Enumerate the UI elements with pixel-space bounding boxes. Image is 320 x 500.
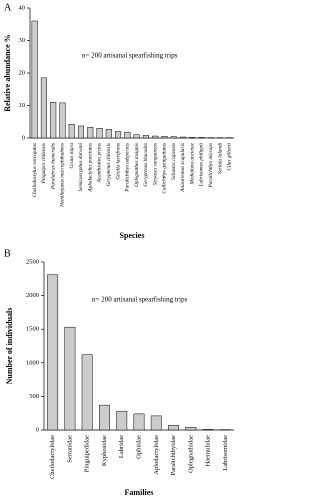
figure: An= 200 artisanal spearfishing trips Rela…	[3, 2, 234, 497]
x-tick-label: Hemilutjanus macrophthalmos	[60, 143, 66, 208]
x-tick-label: Oplegnathidae	[187, 435, 194, 473]
x-tick-label: Callichthys geniguttatus	[162, 143, 168, 194]
bar	[50, 102, 57, 139]
bar	[189, 137, 196, 139]
bar	[68, 124, 75, 139]
x-tick-label: Labridae	[118, 435, 125, 458]
bar	[150, 415, 162, 431]
x-tick-label: Paralichthyidae	[170, 435, 177, 476]
bar	[96, 128, 103, 139]
bar	[115, 131, 122, 139]
bar	[87, 127, 94, 139]
bar	[40, 77, 47, 139]
annotation: n= 200 artisanal spearfishing trips	[82, 52, 178, 60]
x-tick-label: Serranidae	[66, 435, 73, 463]
bar	[170, 136, 177, 139]
x-tick-label: Pinguipedidae	[84, 435, 91, 472]
annotation: n= 200 artisanal spearfishing trips	[92, 296, 188, 304]
bar	[179, 136, 187, 139]
x-tick-label: Paralabrax humeralis	[50, 143, 56, 190]
panel-label: B	[4, 248, 11, 259]
y-tick-label: 1000	[26, 359, 39, 366]
y-tick-label: 500	[29, 393, 39, 400]
bar	[59, 102, 66, 139]
y-tick-label: 10	[19, 102, 26, 109]
y-tick-label: 1500	[26, 326, 39, 333]
x-tick-label: Cheilodactylidae	[49, 435, 56, 479]
panel-label: A	[4, 2, 12, 13]
bar	[64, 326, 76, 431]
x-tick-label: Oplegnathus insignis	[134, 143, 140, 187]
bar	[185, 427, 197, 431]
bar	[105, 128, 112, 139]
y-tick-label: 2500	[26, 258, 39, 265]
x-tick-label: Aplodactylidae	[153, 435, 160, 475]
x-tick-label: Labrisomidae	[222, 435, 229, 471]
x-axis-title: Families	[125, 488, 154, 497]
y-tick-label: 40	[19, 4, 26, 11]
bar	[142, 135, 149, 139]
x-tick-label: Paralichthys microps	[208, 143, 214, 188]
y-axis-title: Relative abundance %	[3, 34, 12, 111]
y-tick-label: 0	[36, 426, 39, 433]
y-tick-label: 0	[22, 134, 25, 141]
bar	[77, 125, 85, 139]
bar	[198, 137, 205, 139]
bar	[116, 410, 128, 431]
y-tick-label: 2000	[26, 292, 39, 299]
y-tick-label: 20	[19, 69, 26, 76]
bar	[99, 404, 110, 431]
x-tick-label: Pinguipes chilensis	[41, 143, 47, 184]
x-tick-label: Haemulidae	[205, 435, 212, 467]
bar	[133, 134, 140, 139]
x-tick-label: Paralichthys adspersus	[125, 143, 131, 193]
x-tick-label: Cheilodactylus variegatus	[32, 143, 38, 197]
y-tick-label: 30	[19, 37, 26, 44]
x-tick-label: Semicossyphus darwini	[78, 142, 84, 191]
bar	[202, 429, 214, 431]
x-tick-label: Sebastes capensis	[171, 143, 177, 180]
x-tick-label: Graus nigra	[69, 143, 75, 169]
x-tick-label: Geryptenus chilensis	[106, 143, 112, 186]
bar	[47, 274, 59, 431]
x-tick-label: Ophiidae	[135, 435, 142, 459]
x-tick-label: Geryptenus blacodes	[143, 143, 149, 187]
x-tick-label: Labrisomus philippii	[199, 142, 205, 187]
bar	[152, 135, 159, 139]
x-axis-title: Species	[120, 231, 145, 240]
bar	[168, 425, 179, 431]
bar	[81, 354, 93, 431]
x-tick-label: Cilus gilberti	[227, 142, 233, 170]
x-tick-label: Seriola lalandi	[217, 142, 223, 174]
x-tick-label: Girella laevifrons	[114, 143, 121, 180]
x-tick-label: Aplodactylus punctatus	[87, 143, 93, 193]
bar	[31, 20, 38, 139]
x-tick-label: Kyphosidae	[101, 435, 108, 466]
bar	[133, 413, 145, 431]
x-tick-label: Sicyases sanguineus	[152, 143, 158, 185]
y-axis-title: Number of individuals	[5, 308, 14, 385]
bar	[161, 136, 168, 139]
x-tick-label: Anisotremus scapularis	[180, 143, 186, 193]
x-tick-label: Acanthistius pictus	[97, 143, 103, 183]
bar	[124, 131, 131, 139]
x-tick-label: Medialuna ancietae	[189, 142, 195, 185]
